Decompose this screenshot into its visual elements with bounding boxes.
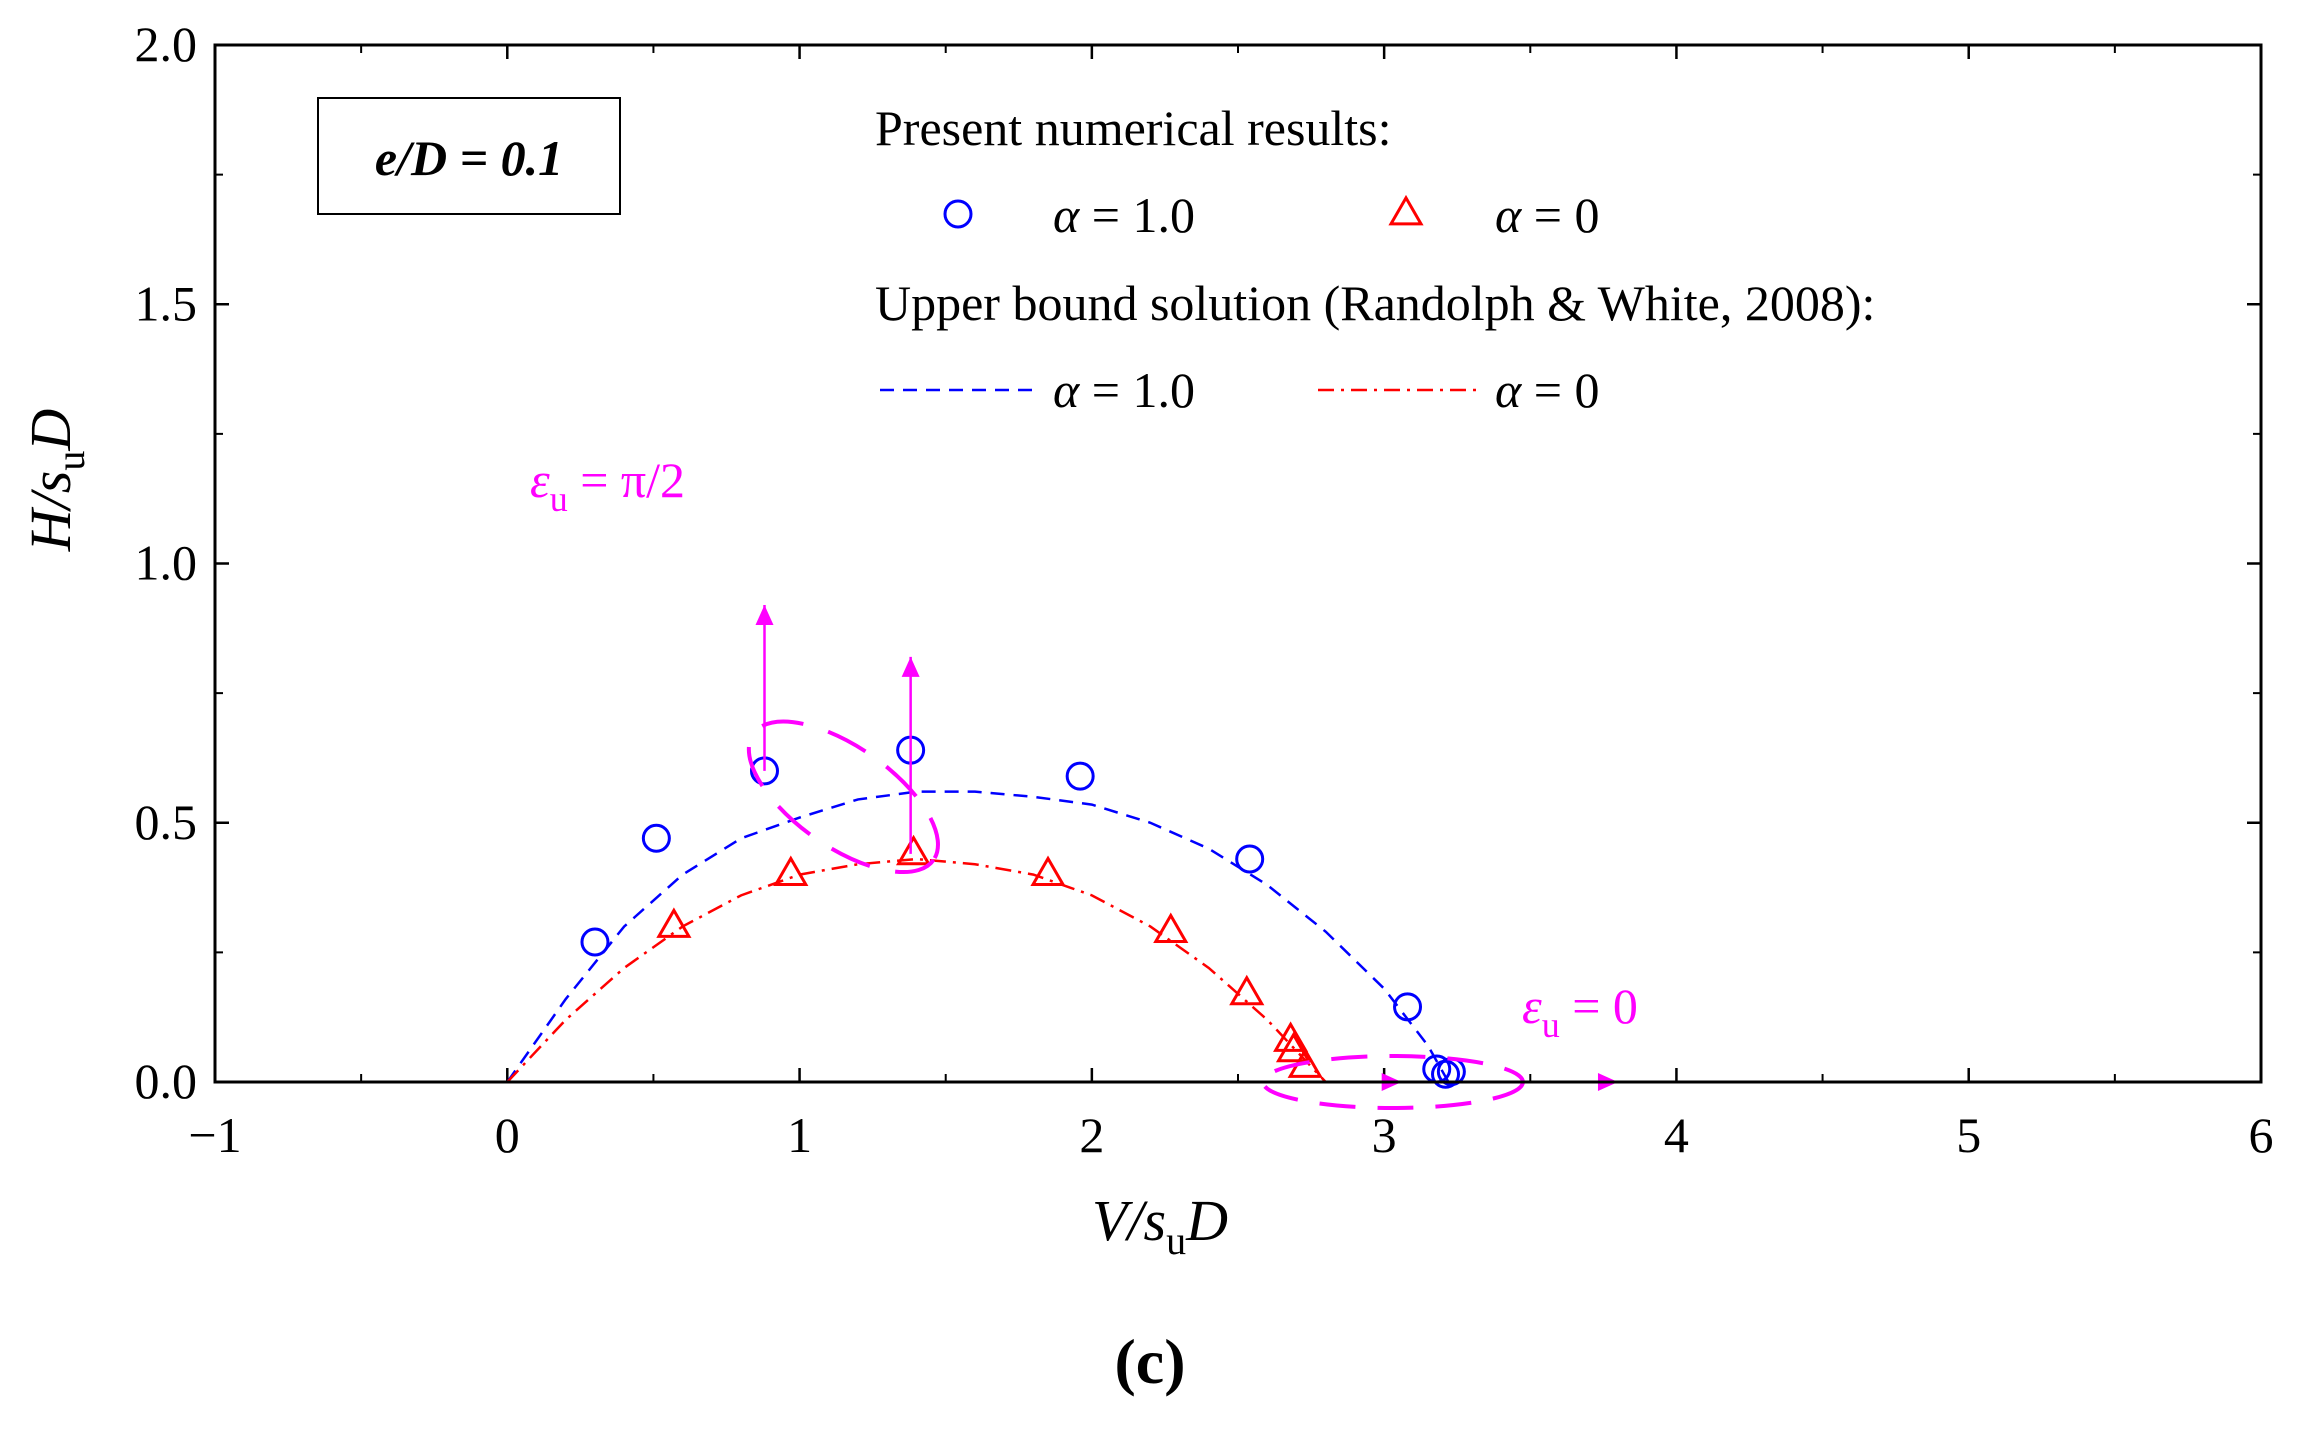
data-point-alpha-1 bbox=[1065, 761, 1095, 791]
y-tick-label: 0.5 bbox=[135, 794, 198, 850]
data-point-alpha-0 bbox=[1229, 974, 1265, 1006]
legend-heading-upper-bound: Upper bound solution (Randolph & White, … bbox=[875, 275, 1875, 331]
y-tick-label: 1.0 bbox=[135, 535, 198, 591]
legend: α = 1.0 α = 0 α = 1.0 α = 0 bbox=[880, 187, 1599, 418]
plot-frame bbox=[213, 43, 2263, 1084]
data-point-alpha-0 bbox=[773, 855, 809, 886]
x-tick-label: 2 bbox=[1079, 1107, 1104, 1163]
arrow-head bbox=[901, 656, 920, 677]
legend-heading-numerical: Present numerical results: bbox=[875, 100, 1392, 156]
legend-label-numerical-alpha-0: α = 0 bbox=[1495, 187, 1599, 243]
data-point-alpha-0 bbox=[1273, 1021, 1309, 1052]
legend-label-upper-alpha-1: α = 1.0 bbox=[1053, 362, 1195, 418]
arrow-head bbox=[755, 604, 774, 625]
epsilon-zero-label: εu = 0 bbox=[1522, 978, 1638, 1045]
legend-label-upper-alpha-0: α = 0 bbox=[1495, 362, 1599, 418]
figure-caption: (c) bbox=[1114, 1326, 1186, 1397]
annotation-box bbox=[317, 97, 621, 215]
x-tick-label: 6 bbox=[2249, 1107, 2274, 1163]
annotation-box-text: e/D = 0.1 bbox=[375, 130, 563, 186]
y-tick-label: 1.5 bbox=[135, 275, 198, 331]
upper-bound-curve-alpha-0 bbox=[506, 857, 1327, 1083]
tick-layer: −1 0 1 2 3 4 5 6 0.0 0.5 1.0 1.5 2.0 bbox=[135, 16, 2274, 1163]
x-tick-label: 1 bbox=[787, 1107, 812, 1163]
x-tick-label: 4 bbox=[1664, 1107, 1689, 1163]
upper-bound-curve-alpha-1 bbox=[506, 790, 1450, 1083]
curve-layer bbox=[506, 790, 1450, 1083]
x-tick-label: 0 bbox=[495, 1107, 520, 1163]
x-tick-label: 5 bbox=[1956, 1107, 1981, 1163]
data-point-alpha-0 bbox=[895, 834, 932, 866]
x-tick-label: −1 bbox=[188, 1107, 241, 1163]
y-tick-label: 0.0 bbox=[135, 1053, 198, 1109]
x-tick-label: 3 bbox=[1372, 1107, 1397, 1163]
data-point-alpha-0 bbox=[656, 907, 692, 938]
data-point-alpha-1 bbox=[1235, 844, 1265, 874]
y-axis-title: H/suD bbox=[18, 409, 93, 553]
annotation-layer: εu = π/2 εu = 0 bbox=[530, 452, 1638, 1110]
dashed-ellipse-vertical-capacity bbox=[746, 719, 940, 875]
legend-marker-alpha-0 bbox=[1388, 194, 1424, 226]
data-point-alpha-0 bbox=[1275, 1031, 1312, 1063]
legend-label-numerical-alpha-1: α = 1.0 bbox=[1053, 187, 1195, 243]
data-point-alpha-0 bbox=[1030, 855, 1066, 886]
marker-layer bbox=[580, 735, 1466, 1089]
data-point-alpha-0 bbox=[1153, 912, 1189, 944]
data-point-alpha-1 bbox=[641, 823, 671, 853]
y-tick-label: 2.0 bbox=[135, 16, 198, 72]
x-axis-title: V/suD bbox=[1092, 1188, 1228, 1263]
epsilon-pi-over-2-label: εu = π/2 bbox=[530, 452, 685, 519]
data-point-alpha-1 bbox=[1393, 992, 1423, 1022]
legend-marker-alpha-1 bbox=[943, 199, 973, 229]
data-point-alpha-1 bbox=[580, 927, 610, 957]
